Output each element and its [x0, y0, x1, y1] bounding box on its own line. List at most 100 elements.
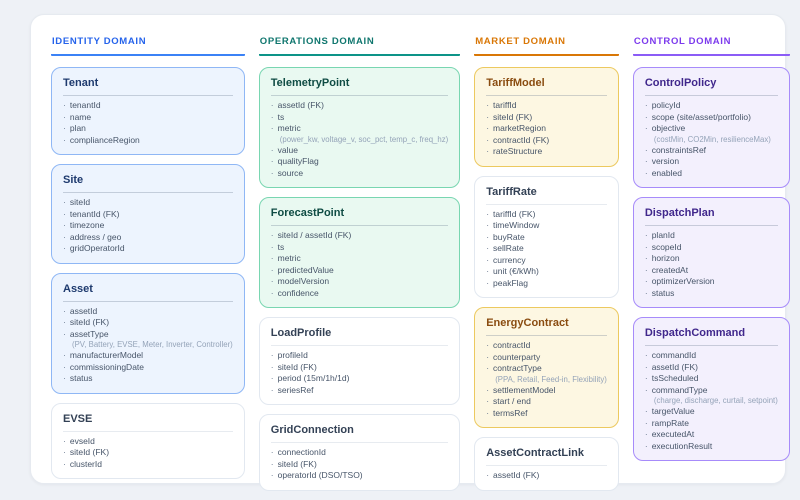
field-label: qualityFlag	[277, 156, 319, 166]
field-row: · ts	[271, 242, 448, 254]
bullet-dot: ·	[63, 305, 66, 316]
bullet-dot: ·	[486, 134, 490, 145]
field-label: gridOperatorId	[69, 243, 125, 253]
bullet-dot: ·	[63, 111, 66, 122]
field-row: · status	[63, 373, 233, 385]
entity-title: EVSE	[63, 412, 93, 425]
field-label: rampRate	[651, 417, 690, 428]
bullet-dot: ·	[270, 100, 274, 110]
field-enum-note: (power_kw, voltage_v, soc_pct, temp_c, f…	[271, 135, 448, 145]
field-row: · siteId (FK)	[486, 112, 607, 124]
entity-card: GridConnection · connectionId · siteId (FK) ·…	[258, 414, 461, 491]
bullet-dot: ·	[486, 470, 490, 480]
bullet-dot: ·	[486, 254, 490, 265]
field-row: · address / geo	[63, 232, 233, 244]
entity-card: ForecastPoint · siteId / assetId (FK) · ts · m…	[258, 197, 461, 308]
field-label: rateStructure	[493, 146, 543, 156]
field-row: · profileId	[271, 350, 448, 362]
bullet-dot: ·	[270, 230, 274, 240]
field-row: · commissioningDate	[63, 362, 233, 374]
bullet-dot: ·	[644, 253, 648, 263]
field-row: · name	[63, 112, 233, 124]
entity-title: DispatchPlan	[644, 207, 715, 219]
field-label: clusterId	[69, 458, 102, 469]
field-label: executedAt	[651, 429, 695, 439]
field-label: (power_kw, voltage_v, soc_pct, temp_c, f…	[279, 134, 449, 144]
field-row: · period (15m/1h/1d)	[271, 373, 448, 385]
field-row: · peakFlag	[486, 278, 607, 290]
field-row: · tenantId (FK)	[63, 209, 233, 221]
bullet-dot: ·	[63, 458, 66, 469]
field-label: siteId (FK)	[69, 447, 110, 457]
title-divider	[270, 95, 449, 96]
entity-card: EnergyContract · contractId · counterparty · c…	[474, 307, 619, 428]
field-enum-note: (PV, Battery, EVSE, Meter, Inverter, Con…	[63, 340, 233, 350]
entity-card: TelemetryPoint · assetId (FK) · ts · metric (po…	[258, 67, 461, 188]
field-label: (PV, Battery, EVSE, Meter, Inverter, Con…	[72, 340, 233, 349]
field-label: manufacturerModel	[69, 350, 144, 360]
field-row: · siteId (FK)	[271, 362, 448, 374]
field-label: tariffId	[493, 100, 517, 110]
bullet-dot: ·	[486, 111, 490, 122]
field-label: createdAt	[651, 264, 689, 275]
field-row: · executedAt	[645, 429, 778, 441]
field-row: · operatorId (DSO/TSO)	[271, 470, 448, 482]
field-label: assetId	[69, 305, 98, 316]
field-row: · evseId	[63, 436, 233, 448]
field-row: · targetValue	[645, 406, 778, 418]
bullet-dot: ·	[486, 384, 490, 395]
field-label: sellRate	[493, 243, 524, 253]
entity-title: EnergyContract	[486, 317, 569, 329]
field-row: · policyId	[645, 100, 778, 112]
field-row: · assetId (FK)	[271, 100, 448, 112]
field-row: · siteId (FK)	[63, 317, 233, 329]
bullet-dot: ·	[63, 373, 66, 383]
title-divider	[63, 95, 233, 96]
bullet-dot: ·	[63, 435, 66, 446]
bullet-dot: ·	[270, 350, 274, 360]
title-divider	[63, 192, 233, 193]
bullet-dot: ·	[486, 208, 490, 219]
domain-grid: IDENTITY DOMAIN Tenant · tenantId · name · plan…	[51, 27, 790, 500]
field-row: · gridOperatorId	[63, 243, 233, 255]
field-label: optimizerVersion	[651, 276, 715, 286]
bullet-dot: ·	[63, 361, 66, 372]
field-label: timeWindow	[493, 220, 540, 230]
title-divider	[270, 442, 449, 443]
entity-title: TariffModel	[486, 77, 545, 89]
field-row: · source	[271, 168, 448, 180]
field-row: · siteId (FK)	[271, 459, 448, 471]
bullet-dot: ·	[270, 470, 274, 480]
bullet-dot: ·	[644, 241, 648, 252]
bullet-dot: ·	[486, 407, 490, 418]
field-row: · tsScheduled	[645, 373, 778, 385]
bullet-dot: ·	[63, 243, 66, 253]
field-label: operatorId (DSO/TSO)	[277, 470, 363, 480]
field-label: (PPA, Retail, Feed-in, Flexibility)	[495, 374, 607, 384]
field-label: seriesRef	[277, 384, 314, 395]
field-row: · siteId / assetId (FK)	[271, 230, 448, 242]
field-label: contractId	[493, 340, 531, 350]
field-label: assetId (FK)	[493, 470, 540, 480]
field-row: · value	[271, 145, 448, 157]
bullet-dot: ·	[486, 266, 490, 276]
bullet-dot: ·	[486, 231, 490, 242]
title-divider	[486, 465, 607, 466]
bullet-dot: ·	[270, 361, 274, 372]
field-enum-note: (charge, discharge, curtail, setpoint)	[645, 396, 778, 406]
field-label: timezone	[69, 220, 105, 230]
title-divider	[63, 430, 233, 432]
field-label: targetValue	[651, 406, 695, 416]
field-row: · status	[645, 288, 778, 300]
field-label: constraintsRef	[651, 144, 707, 155]
bullet-dot: ·	[63, 317, 66, 327]
title-divider	[486, 335, 607, 336]
field-label: buyRate	[493, 231, 525, 242]
field-row: · settlementModel	[486, 385, 607, 397]
field-row: · siteId (FK)	[63, 447, 233, 459]
field-label: address / geo	[69, 231, 122, 242]
field-label: tenantId (FK)	[69, 208, 120, 219]
field-row: · horizon	[645, 253, 778, 265]
field-row: · commandId	[645, 350, 778, 362]
bullet-dot: ·	[63, 134, 66, 145]
